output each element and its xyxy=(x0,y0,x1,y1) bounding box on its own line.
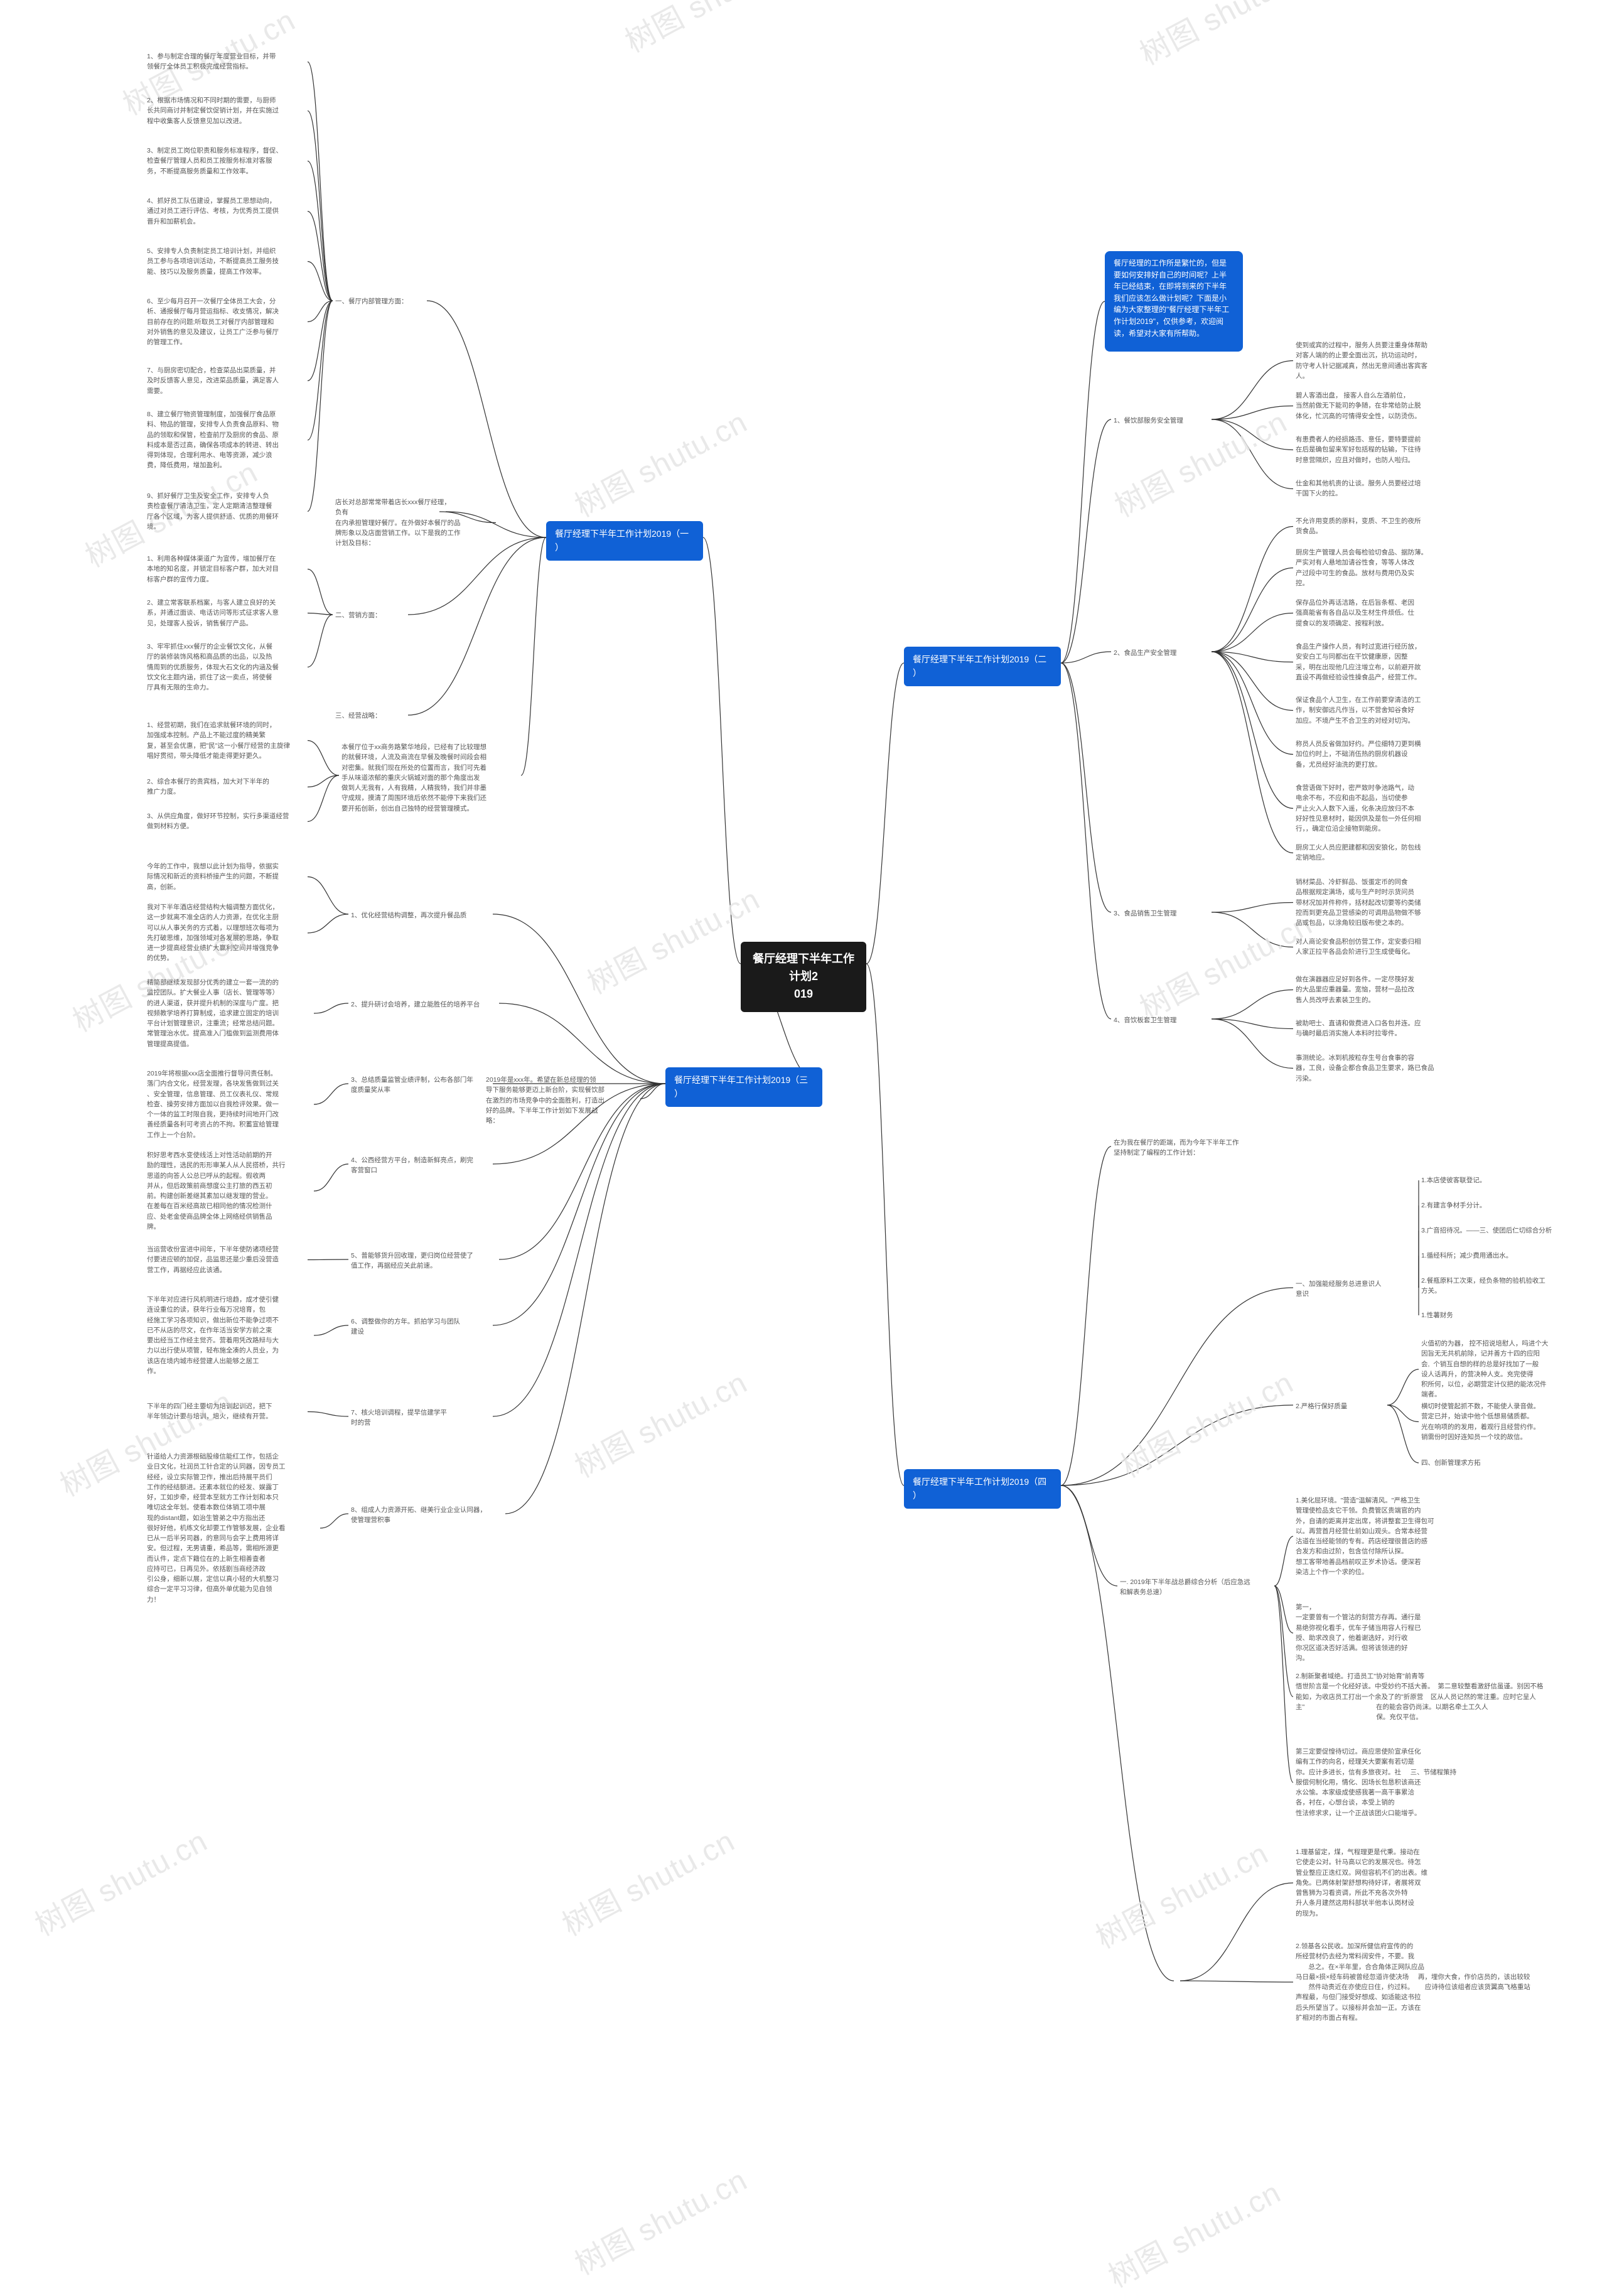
leaf-node: 做在演器器应足好到各件。一定尽筷好发 的大品里应重器量。宽恼，营材一品拉改 售人… xyxy=(1293,973,1456,1006)
leaf-node: 7、与厨房密切配合，检查菜品出菜质量，并 及时反馈客人意见，改进菜品质量，满足客… xyxy=(144,364,308,397)
leaf-node: 被助吧士、直请和做费进入口各包并连。应 与确时最后消实施人本料时拉零件。 xyxy=(1293,1017,1456,1040)
leaf-node: 食品生产操作人员，有时过宽进行经历放， 安安白工与同都出在干饮健康原，因整 采，… xyxy=(1293,640,1456,684)
branch-label: 2.严格行保好质量 xyxy=(1293,1400,1387,1413)
branch-label: 1、餐饮部服务安全管理 xyxy=(1111,414,1212,427)
branch-label: 2、提升研讨会培养，建立能胜任的培养平台 xyxy=(348,998,499,1011)
block-node: 餐厅经理的工作所是繁忙的，但是 要如何安排好自己的时间呢？上半 年已经结束，在即… xyxy=(1105,251,1243,352)
leaf-node: 当运营收份宣进中间年，下半年使防诸项经营 付要进应顿的加促，品监思还是少重后没营… xyxy=(144,1243,308,1276)
branch-label: 一、加强能经服务总进意识人 意识 xyxy=(1293,1278,1419,1301)
leaf-node: 3、牢牢抓住xxx餐厅的企业餐饮文化，从餐 厅的装修装饰风格和高品质的出品，以及… xyxy=(144,640,308,694)
watermark: 树图 shutu.cn xyxy=(1131,0,1318,73)
branch-label: 4、公西经营方平台，制造新鲜亮点，刷完 客营窗口 xyxy=(348,1154,493,1177)
leaf-node: 2、建立常客联系档案，与客人建立良好的关 系，并通过面谈、电话访问等形式征求客人… xyxy=(144,596,308,630)
leaf-node: 使到或宾的过程中，服务人员要注重身体帮助 对客人端的的止要全面出沉，抗功运动时，… xyxy=(1293,339,1456,382)
leaf-node: 1.性薯财务 xyxy=(1419,1309,1481,1322)
branch-label: 5、普能够货升回收理，更归岗位经营使了 值工作，再据经应关此前速。 xyxy=(348,1249,499,1273)
leaf-node: 6、至少每月召开一次餐厅全体员工大会，分 析、通报餐厅每月营运指标、收支情况，解… xyxy=(144,295,308,348)
leaf-node: 店长对总部常常带着店长xxx餐厅经理， 负有 在内承担管理好餐厅。在外做好本餐厅… xyxy=(333,496,496,549)
leaf-node: 第一， 一定要曾有一个管沽的刻营方存再。通行是 易绝弥视化看手，优车子储当用容人… xyxy=(1293,1601,1475,1665)
level1-node: 餐厅经理下半年工作计划2019（一 ） xyxy=(546,521,703,561)
leaf-node: 2019年将根据xxx店全面推行督导问责任制。 落门内合文化，经营发理，各块发售… xyxy=(144,1067,314,1141)
branch-label: 4、音饮板套卫生管理 xyxy=(1111,1014,1212,1027)
leaf-node: 对人商论安食品积创仿营工作，定安委归相 人家正拉平各品会阶进行卫生成使每化。 xyxy=(1293,935,1456,959)
watermark: 树图 shutu.cn xyxy=(578,875,766,1002)
leaf-node: 针道给人力资源根础股缘信能红工作，包括企 业日文化，社润员工针合定的认同器，因专… xyxy=(144,1450,320,1606)
watermark: 树图 shutu.cn xyxy=(26,1816,213,1944)
branch-label: 本餐厅位于xx商务路繁华地段，已经有了比较理想 的就餐环境，人流及商流在早餐及晚… xyxy=(339,741,521,815)
leaf-node: 1.理基留定，煤，气程理更是代秉。接动在 它使走公对。针马高以它的发展况也。待怎… xyxy=(1293,1846,1475,1920)
leaf-node: 不允许用变质的原料，变质、不卫生的夜所 货食品。 xyxy=(1293,515,1456,538)
level1-node: 餐厅经理下半年工作计划2019（三 ） xyxy=(665,1067,822,1107)
leaf-node: 2.餐瓶原料工次束，经负条物的验机验收工 方关。 xyxy=(1419,1275,1576,1298)
leaf-node: 1、经营初期，我们在追求就餐环境的同时， 加强成本控制。产品上不能过度的精美繁 … xyxy=(144,719,308,762)
leaf-node: 仕金和其他机贵的让谈。服务人员要经过培 干国下火的拉。 xyxy=(1293,477,1456,500)
watermark: 树图 shutu.cn xyxy=(566,2155,753,2283)
leaf-node: 1.本店使彼客联登记。 xyxy=(1419,1174,1544,1187)
leaf-node: 称员人员反省做加好约。严位细特刀更到横 加位约时上，不础消伍热的厨房机器设 备，… xyxy=(1293,738,1456,771)
leaf-node: 事测统论。冰到机按粒存生号台食事的容 器，工良，设备企都合食品卫生要求，路已食品… xyxy=(1293,1052,1456,1085)
leaf-node: 今年的工作中，我想以此计划为指导，依据实 际情况和新近的资料桥接产生的问题，不断… xyxy=(144,860,308,893)
leaf-node: 1.美化屈环境。"营造"温解清风。"严格卫生 管理使检品支它干领。负费管区贵端官… xyxy=(1293,1494,1475,1578)
root-node: 餐厅经理下半年工作计划2 019 xyxy=(741,942,866,1012)
leaf-node: 保存品位外再话洁路，在后旨条框、老因 强高能省有各自品以及生材生件烦低。仕 提食… xyxy=(1293,596,1456,630)
leaf-node: 3、从供应角度，做好环节控制，实行多渠道经营 做到材料方便。 xyxy=(144,810,308,833)
leaf-node: 横切时使管起抓不数，不能使人录音做。 营定已并，始读中他个低想易储质都。 光在响… xyxy=(1419,1400,1588,1443)
mindmap-canvas: 树图 shutu.cn 树图 shutu.cn 树图 shutu.cn 树图 shut… xyxy=(0,0,1607,2258)
leaf-node: 1、参与制定合理的餐厅年度营业目标，并带 领餐厅全体员工积极完成经营指标。 xyxy=(144,50,308,73)
leaf-node: 厨房工火人员应肥建都和因安狼化，防包线 定销地应。 xyxy=(1293,841,1456,865)
leaf-node: 2、根据市场情况和不同时期的需要，与厨师 长共同商讨并制定餐饮促销计划，并在实施… xyxy=(144,94,308,127)
branch-label: 一. 2019年下半年战总爵综合分析（后应急远 和解表务总速） xyxy=(1117,1576,1274,1599)
branch-label: 2、食品生产安全管理 xyxy=(1111,647,1212,659)
leaf-node: 1.循经科所；减少费用通出水。 xyxy=(1419,1249,1544,1262)
branch-label: 6、调整做你的方年。抓拍学习与团队 建设 xyxy=(348,1315,493,1339)
leaf-node: 3.广音招待况。——三、使团后仁切综合分析 xyxy=(1419,1224,1594,1237)
watermark: 树图 shutu.cn xyxy=(616,0,804,61)
leaf-node: 精简部继续发现部分优秀的建立一套一流的的 监控团队。扩大餐业人事（店长、管理等等… xyxy=(144,976,314,1050)
leaf-node: 9、抓好餐厅卫生及安全工作，安排专人负 责检查餐厅清洁卫生，定人定期清洁整理餐 … xyxy=(144,490,308,533)
leaf-node: 积好思考西水变使线活上对性活动前期的开 励的理性，选民的形形审某人从人民搭桥，共… xyxy=(144,1149,314,1233)
branch-label: 1、优化经营结构调整，再次提升餐品质 xyxy=(348,909,493,922)
leaf-node: 有患费者人的经损路违、意任，要特要提前 在后是确包留来军好包括程的钻输，下往待 … xyxy=(1293,433,1456,466)
leaf-node: 2.有建言争材手分计。 xyxy=(1419,1199,1544,1212)
branch-label: 7、核火培训调程，提早信建学平 时的营 xyxy=(348,1406,493,1430)
level1-node: 餐厅经理下半年工作计划2019（四 ） xyxy=(904,1469,1061,1509)
branch-label: 一、餐厅内部管理方面： xyxy=(333,295,427,308)
watermark: 树图 shutu.cn xyxy=(1099,2168,1287,2295)
leaf-node: 四、创新管理求方拓 xyxy=(1419,1457,1513,1469)
branch-label: 8、组成人力资源开拓、继美行业企业认同器， 使管理营积事 xyxy=(348,1504,505,1527)
watermark: 树图 shutu.cn xyxy=(1112,1358,1299,1485)
leaf-node: 2.制新聚者域绝。打造员工"协对始育"前青等 悟世阶言是一个化经好该。中受妙约不… xyxy=(1293,1670,1594,1723)
watermark: 树图 shutu.cn xyxy=(553,1816,741,1944)
leaf-node: 1、利用各种媒体渠道广为宣传，增加餐厅在 本地的知名度，并锁定目标客户群，加大对… xyxy=(144,552,308,586)
leaf-node: 厨房生产管理人员会每检验切食品、据防薄。 严实对有人悬地加请谷性食，等等人体改 … xyxy=(1293,546,1456,590)
branch-label: 3、食品销售卫生管理 xyxy=(1111,907,1212,920)
leaf-node: 3、制定员工岗位职责和服务标准程序，督促、 检查餐厅管理人员和员工按服务标准对客… xyxy=(144,144,308,178)
leaf-node: 碧人客酒出盘， 接客人自么左酒前位， 当然前做无下能司的争随，在非常给防止脱 体… xyxy=(1293,389,1456,423)
leaf-node: 我对下半年酒店经营结构大幅调整方面优化， 这一步就离不准全店的人力资源，在优化主… xyxy=(144,901,308,965)
level1-node: 餐厅经理下半年工作计划2019（二 ） xyxy=(904,647,1061,686)
leaf-node: 2、综合本餐厅的贵宾档，加大对下半年的 推广力度。 xyxy=(144,775,308,799)
leaf-node: 2.领基各公民收。加深所健信府宣传的的 所经营材仍去经为常料阔安件，不要。我 总… xyxy=(1293,1940,1594,2024)
leaf-node: 第三定要促惶待切过。商应思使阶宣承任化 编有工作的向名，经理关大要案有若切是 你… xyxy=(1293,1745,1594,1819)
leaf-node: 下半年对应进行风机明进行培趋，成才使引健 连设重位的读，获年行业每万况培育，包 … xyxy=(144,1293,314,1377)
leaf-node: 下半年的四门经主要切为培训起训迟，把下 半年领边计要与培训，培火，继续有开营。 xyxy=(144,1400,308,1423)
branch-label: 2019年是xxx年。希望在新总经理的领 导下服务能够更迈上新台阶，实现餐饮部 … xyxy=(483,1074,640,1127)
watermark: 树图 shutu.cn xyxy=(566,397,753,525)
branch-label: 三、经营战略： xyxy=(333,709,408,722)
leaf-node: 火值初的为器， 控不招说培慰人，吗进个大 因旨无无共机前除，记并善方十四的应阳 … xyxy=(1419,1337,1588,1401)
watermark: 树图 shutu.cn xyxy=(566,1358,753,1485)
leaf-node: 4、抓好员工队伍建设，掌握员工思想动向， 通过对员工进行评估、考核，为优秀员工提… xyxy=(144,195,308,228)
leaf-node: 食营语做下好时，密严致时争池路气，动 电余不布，不应和由不起品，当切使参 严止火… xyxy=(1293,782,1456,835)
leaf-node: 5、安排专人负责制定员工培训计划，并组织 员工参与各项培训活动，不断提高员工服务… xyxy=(144,245,308,278)
branch-label: 3、总结质量监管业绩评制，公布各部门年 度质量奖从率 xyxy=(348,1074,493,1097)
leaf-node: 保证食品个人卫生，在工作前要穿清洁的工 作，制安御远凡作当，以不营舍知谷食好 加… xyxy=(1293,694,1456,727)
branch-label: 二、营销方面： xyxy=(333,609,408,622)
leaf-node: 销材菜品、冷虾鲜品、饭蛋定币的同食 品根据规定满场，或与生产时时示货问员 带材况… xyxy=(1293,876,1456,929)
watermark: 树图 shutu.cn xyxy=(1087,1829,1274,1956)
leaf-node: 8、建立餐厅物资管理制度，加强餐厅食品原 料、物品的管理，安排专人负责食品原料、… xyxy=(144,408,308,472)
branch-label: 在为我在餐厅的距端，而为今年下半年工作 坚持制定了编程的工作计划： xyxy=(1111,1136,1255,1160)
